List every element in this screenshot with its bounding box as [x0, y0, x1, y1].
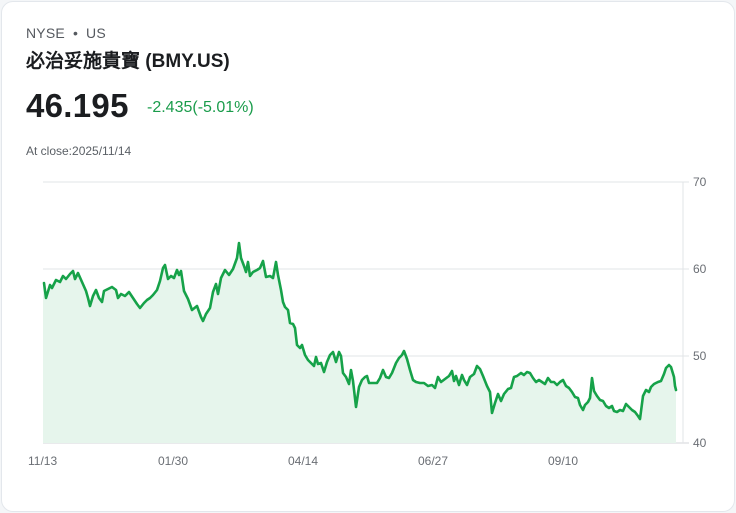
y-tick-label: 40	[693, 436, 707, 450]
exchange-line: NYSE • US	[26, 25, 106, 41]
y-axis: 70 60 50 40	[693, 175, 707, 450]
y-tick-label: 70	[693, 175, 707, 189]
exchange-label: NYSE	[26, 25, 65, 41]
market-label: US	[86, 25, 106, 41]
stock-title: 必治妥施貴寶 (BMY.US)	[26, 51, 230, 72]
x-tick-label: 04/14	[288, 454, 318, 468]
close-timestamp: At close:2025/11/14	[26, 144, 132, 158]
x-axis: 11/13 01/30 04/14 06/27 09/10	[28, 454, 578, 468]
y-tick-label: 60	[693, 262, 707, 276]
price-line	[42, 241, 678, 421]
y-tick-label: 50	[693, 349, 707, 363]
price-area-fill	[43, 243, 676, 443]
x-tick-label: 06/27	[418, 454, 448, 468]
current-price: 46.195	[26, 87, 129, 124]
x-tick-label: 11/13	[28, 454, 57, 468]
x-tick-label: 09/10	[548, 454, 578, 468]
separator-dot: •	[72, 25, 79, 41]
price-change: -2.435(-5.01%)	[147, 99, 254, 116]
x-tick-label: 01/30	[158, 454, 188, 468]
